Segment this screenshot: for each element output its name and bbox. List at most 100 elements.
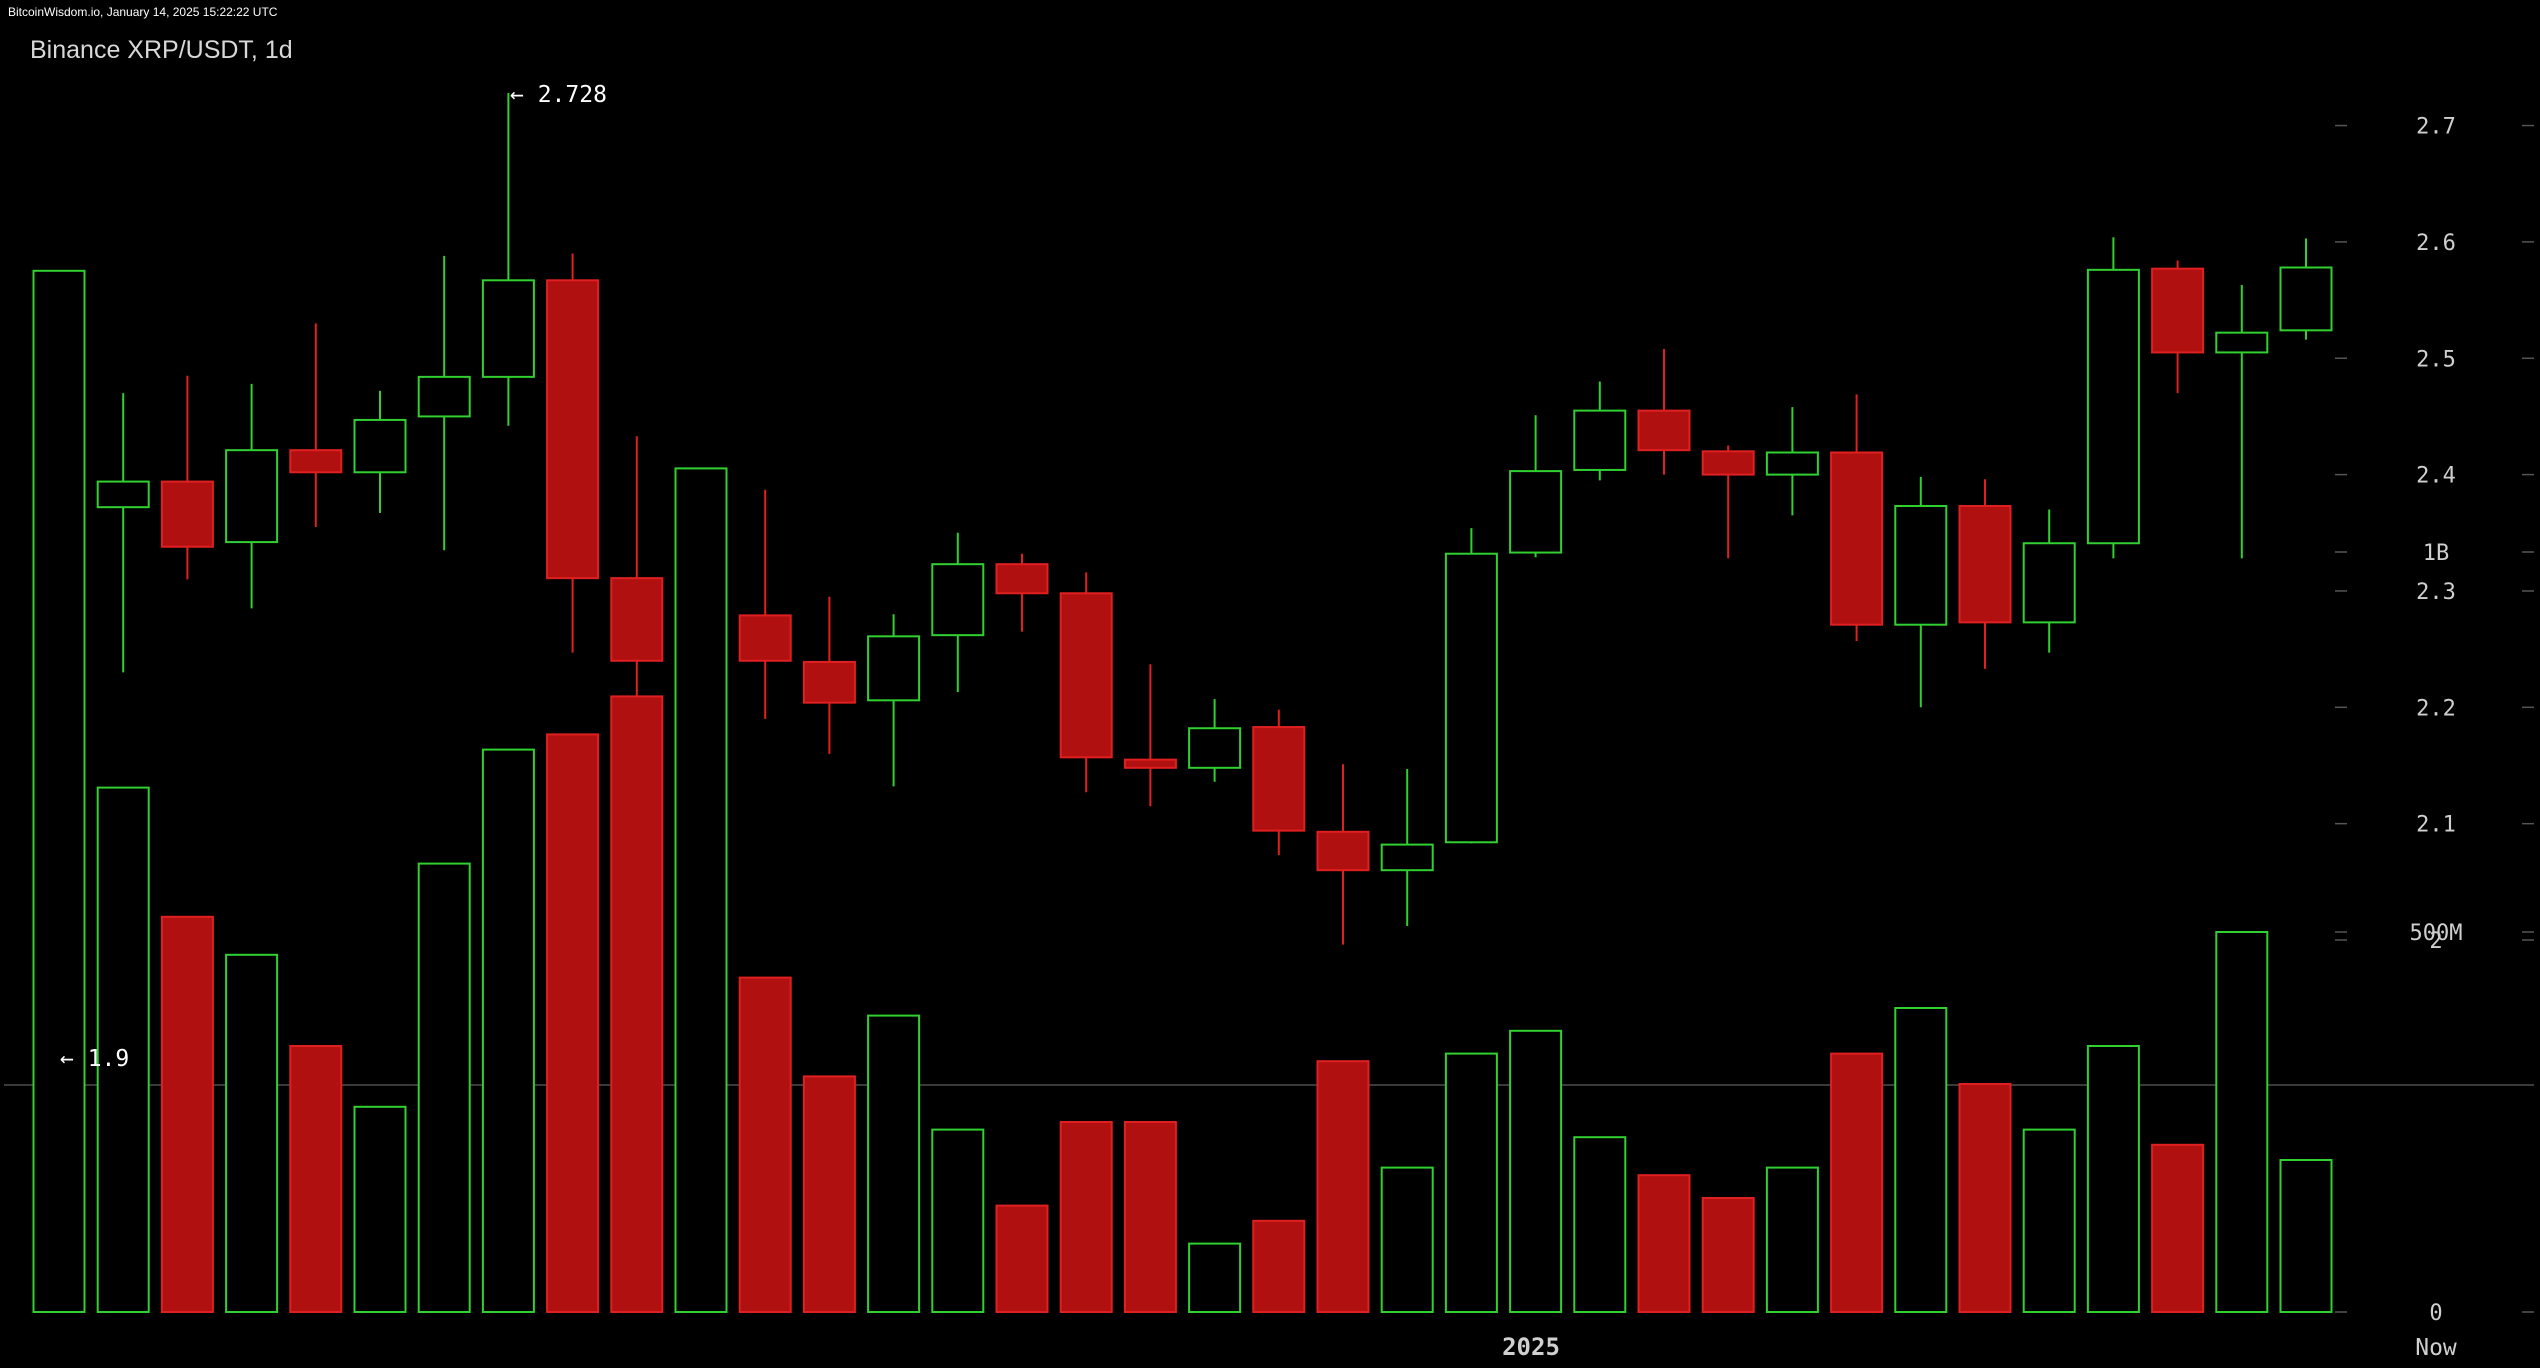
candle[interactable] xyxy=(867,614,921,787)
candle-body xyxy=(610,577,664,662)
candle-body xyxy=(160,480,214,548)
price-tick-label: 2.3 xyxy=(2416,580,2456,605)
candle-body xyxy=(867,635,921,702)
volume-bar[interactable] xyxy=(546,733,600,1313)
candle[interactable] xyxy=(1252,709,1306,856)
volume-bar[interactable] xyxy=(417,862,471,1313)
candle-body xyxy=(1830,451,1884,626)
candle[interactable] xyxy=(1188,699,1242,782)
volume-bar[interactable] xyxy=(1701,1197,1755,1313)
volume-bars xyxy=(32,269,2333,1314)
candle-body xyxy=(995,563,1049,595)
top-info-bar: BitcoinWisdom.io, January 14, 2025 15:22… xyxy=(0,0,2540,24)
volume-bar[interactable] xyxy=(1444,1052,1498,1313)
volume-bar[interactable] xyxy=(160,915,214,1313)
volume-bar[interactable] xyxy=(1316,1060,1370,1313)
candle-body xyxy=(1444,552,1498,844)
volume-axis: 0 500M 1B xyxy=(2335,541,2534,1326)
candle[interactable] xyxy=(1958,479,2012,669)
candle[interactable] xyxy=(1380,768,1434,927)
volume-bar[interactable] xyxy=(1894,1007,1948,1313)
volume-bar[interactable] xyxy=(32,269,86,1313)
volume-bar[interactable] xyxy=(1059,1121,1113,1313)
candle[interactable] xyxy=(353,390,407,513)
volume-bar[interactable] xyxy=(2022,1128,2076,1313)
candle[interactable] xyxy=(96,393,150,673)
candle[interactable] xyxy=(1765,407,1819,516)
volume-bar[interactable] xyxy=(96,786,150,1313)
volume-bar[interactable] xyxy=(1123,1121,1177,1313)
volume-bar[interactable] xyxy=(1765,1166,1819,1313)
volume-bar[interactable] xyxy=(867,1014,921,1313)
candle[interactable] xyxy=(2022,509,2076,653)
source-timestamp: BitcoinWisdom.io, January 14, 2025 15:22… xyxy=(8,5,278,19)
candle[interactable] xyxy=(2086,237,2140,559)
candle[interactable] xyxy=(1059,572,1113,793)
candle[interactable] xyxy=(995,553,1049,632)
volume-bar[interactable] xyxy=(1380,1166,1434,1313)
candle[interactable] xyxy=(1316,764,1370,945)
candle-body xyxy=(2086,268,2140,545)
candle-body xyxy=(225,449,279,544)
candle[interactable] xyxy=(1637,348,1691,475)
candle-body xyxy=(2022,542,2076,624)
candle[interactable] xyxy=(1444,528,1498,844)
candle[interactable] xyxy=(546,253,600,653)
candles xyxy=(32,92,2333,1057)
volume-bar[interactable] xyxy=(1188,1242,1242,1313)
volume-bar[interactable] xyxy=(738,976,792,1313)
volume-bar[interactable] xyxy=(353,1105,407,1314)
volume-bar[interactable] xyxy=(1830,1052,1884,1313)
candle[interactable] xyxy=(1830,394,1884,641)
volume-bar[interactable] xyxy=(674,467,728,1313)
volume-bar[interactable] xyxy=(225,953,279,1313)
candle[interactable] xyxy=(2151,260,2205,394)
volume-bar[interactable] xyxy=(931,1128,985,1313)
volume-bar[interactable] xyxy=(802,1075,856,1314)
candle[interactable] xyxy=(160,375,214,580)
candle-body xyxy=(1894,505,1948,626)
volume-bar[interactable] xyxy=(610,695,664,1313)
candle-body xyxy=(1123,758,1177,769)
candle[interactable] xyxy=(2279,238,2333,340)
price-tick-label: 2.6 xyxy=(2416,231,2456,256)
candle[interactable] xyxy=(1573,381,1627,481)
candle[interactable] xyxy=(931,532,985,693)
volume-bar[interactable] xyxy=(1509,1029,1563,1314)
candle-body xyxy=(1958,505,2012,624)
volume-bar[interactable] xyxy=(2279,1159,2333,1313)
volume-bar[interactable] xyxy=(995,1204,1049,1313)
volume-bar[interactable] xyxy=(2151,1143,2205,1314)
candle[interactable] xyxy=(1701,445,1755,559)
volume-tick-label: 0 xyxy=(2429,1301,2442,1326)
volume-bar[interactable] xyxy=(2215,931,2269,1313)
candle[interactable] xyxy=(802,596,856,754)
volume-tick-label: 1B xyxy=(2423,541,2450,566)
volume-bar[interactable] xyxy=(289,1045,343,1313)
price-tick-label: 2.7 xyxy=(2416,115,2456,140)
candle-body xyxy=(1765,451,1819,476)
x-label-year: 2025 xyxy=(1502,1333,1560,1361)
volume-bar[interactable] xyxy=(2086,1045,2140,1313)
volume-bar[interactable] xyxy=(1958,1083,2012,1313)
candle[interactable] xyxy=(289,323,343,527)
volume-bar[interactable] xyxy=(481,748,535,1313)
volume-bar[interactable] xyxy=(1252,1219,1306,1314)
price-tick-label: 2 xyxy=(2429,929,2442,954)
candle-body xyxy=(802,660,856,704)
candle[interactable] xyxy=(1509,415,1563,558)
candle[interactable] xyxy=(738,489,792,719)
candle[interactable] xyxy=(417,255,471,551)
candle[interactable] xyxy=(481,92,535,426)
candle-body xyxy=(353,418,407,474)
volume-bar[interactable] xyxy=(1637,1174,1691,1313)
candle[interactable] xyxy=(225,383,279,609)
candle-body xyxy=(2279,266,2333,332)
candle-body xyxy=(1573,409,1627,471)
candle[interactable] xyxy=(1894,476,1948,708)
volume-bar[interactable] xyxy=(1573,1136,1627,1313)
price-tick-label: 2.5 xyxy=(2416,347,2456,372)
candle[interactable] xyxy=(1123,664,1177,807)
candle[interactable] xyxy=(2215,284,2269,559)
